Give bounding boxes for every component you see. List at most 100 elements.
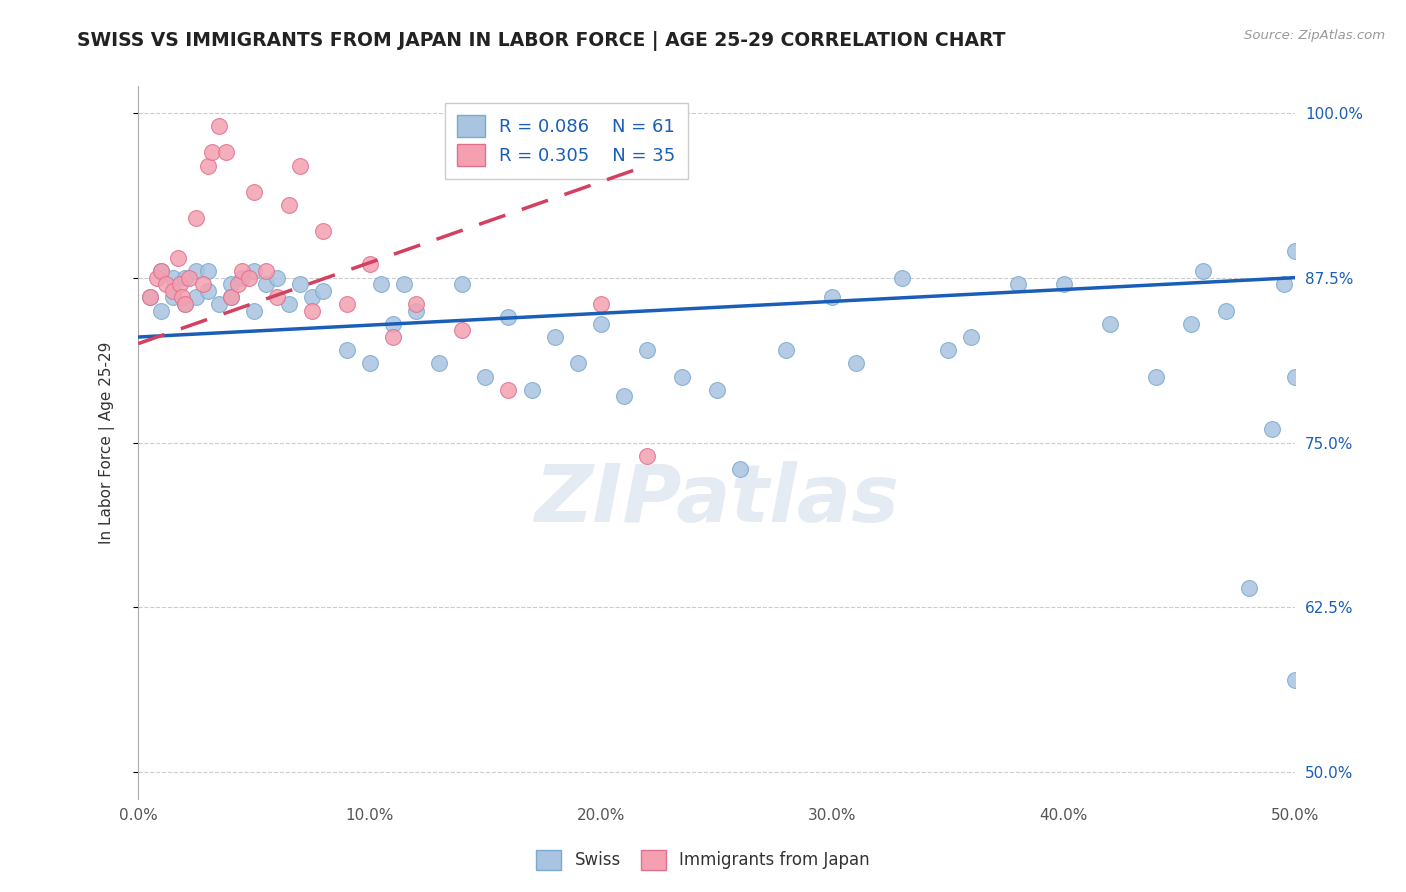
Point: [706, 383, 728, 397]
Point: [219, 290, 242, 304]
Point: [301, 303, 323, 318]
Point: [359, 356, 381, 370]
Point: [728, 462, 751, 476]
Point: [427, 356, 450, 370]
Point: [1180, 317, 1202, 331]
Point: [1272, 277, 1295, 292]
Point: [405, 303, 427, 318]
Point: [636, 449, 658, 463]
Point: [208, 297, 231, 311]
Point: [238, 270, 260, 285]
Point: [544, 330, 567, 344]
Point: [1053, 277, 1076, 292]
Point: [215, 145, 238, 160]
Point: [498, 383, 520, 397]
Point: [890, 270, 912, 285]
Point: [184, 211, 207, 226]
Point: [162, 290, 184, 304]
Point: [155, 277, 177, 292]
Point: [1284, 244, 1306, 259]
Point: [231, 264, 253, 278]
Point: [166, 251, 188, 265]
Point: [231, 270, 253, 285]
Point: [162, 270, 184, 285]
Point: [1099, 317, 1122, 331]
Point: [1284, 369, 1306, 384]
Point: [936, 343, 959, 358]
Point: [197, 284, 219, 298]
Point: [1144, 369, 1167, 384]
Point: [208, 119, 231, 133]
Point: [1261, 422, 1284, 436]
Point: [219, 290, 242, 304]
Point: [150, 264, 173, 278]
Point: [312, 284, 335, 298]
Point: [139, 290, 162, 304]
Point: [277, 297, 299, 311]
Point: [1237, 581, 1260, 595]
Point: [254, 264, 277, 278]
Point: [172, 290, 194, 304]
Point: [312, 225, 335, 239]
Text: Source: ZipAtlas.com: Source: ZipAtlas.com: [1244, 29, 1385, 42]
Point: [226, 277, 249, 292]
Point: [173, 270, 195, 285]
Text: ZIPatlas: ZIPatlas: [534, 460, 900, 539]
Point: [498, 310, 520, 325]
Point: [1284, 673, 1306, 687]
Legend: Swiss, Immigrants from Japan: Swiss, Immigrants from Japan: [530, 843, 876, 877]
Point: [162, 284, 184, 298]
Point: [381, 330, 404, 344]
Point: [243, 185, 266, 199]
Text: SWISS VS IMMIGRANTS FROM JAPAN IN LABOR FORCE | AGE 25-29 CORRELATION CHART: SWISS VS IMMIGRANTS FROM JAPAN IN LABOR …: [77, 31, 1005, 51]
Point: [197, 264, 219, 278]
Point: [173, 297, 195, 311]
Point: [613, 389, 636, 403]
Point: [474, 369, 496, 384]
Point: [301, 290, 323, 304]
Point: [243, 264, 266, 278]
Point: [960, 330, 983, 344]
Point: [150, 264, 173, 278]
Point: [243, 303, 266, 318]
Legend: R = 0.086    N = 61, R = 0.305    N = 35: R = 0.086 N = 61, R = 0.305 N = 35: [444, 103, 688, 179]
Point: [254, 277, 277, 292]
Point: [359, 257, 381, 271]
Point: [567, 356, 589, 370]
Point: [589, 297, 612, 311]
Point: [1007, 277, 1029, 292]
Point: [184, 290, 207, 304]
Point: [775, 343, 797, 358]
Point: [146, 270, 169, 285]
Point: [1215, 303, 1237, 318]
Point: [201, 145, 224, 160]
Point: [405, 297, 427, 311]
Point: [219, 277, 242, 292]
Point: [335, 297, 357, 311]
Point: [277, 198, 299, 212]
Point: [370, 277, 392, 292]
Point: [451, 277, 474, 292]
Point: [290, 277, 312, 292]
Point: [173, 297, 195, 311]
Point: [197, 159, 219, 173]
Point: [150, 303, 173, 318]
Point: [636, 343, 658, 358]
Point: [844, 356, 866, 370]
Point: [290, 159, 312, 173]
Point: [266, 290, 288, 304]
Point: [179, 270, 201, 285]
Point: [335, 343, 357, 358]
Point: [520, 383, 543, 397]
Point: [671, 369, 693, 384]
Point: [191, 277, 214, 292]
Point: [451, 323, 474, 337]
Point: [139, 290, 162, 304]
Point: [589, 317, 612, 331]
Point: [394, 277, 416, 292]
Point: [169, 277, 191, 292]
Y-axis label: In Labor Force | Age 25-29: In Labor Force | Age 25-29: [100, 342, 115, 544]
Point: [266, 270, 288, 285]
Point: [821, 290, 844, 304]
Point: [381, 317, 404, 331]
